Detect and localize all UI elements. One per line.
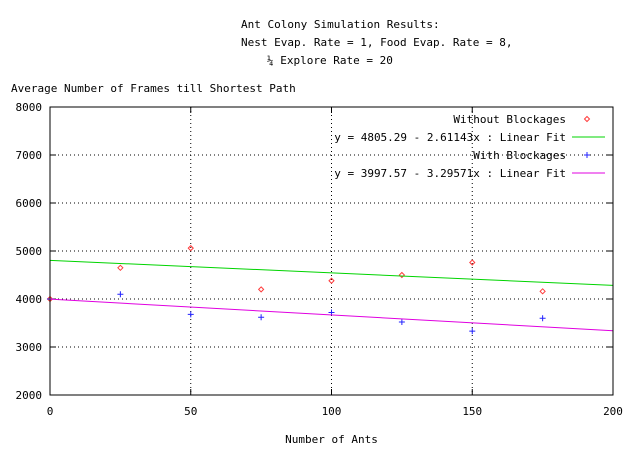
data-point (539, 315, 546, 322)
legend: Without Blockages y = 4805.29 - 2.61143x … (334, 113, 605, 180)
x-tick-label: 50 (184, 405, 197, 418)
y-tick-label: 4000 (16, 293, 43, 306)
fit-line (49, 259, 614, 286)
y-axis-label: Average Number of Frames till Shortest P… (11, 82, 296, 95)
series-3 (49, 298, 614, 332)
y-tick-label: 8000 (16, 101, 43, 114)
data-point (539, 288, 546, 295)
title-line: Ant Colony Simulation Results: (241, 18, 440, 31)
x-axis-label: Number of Ants (285, 433, 378, 446)
y-tick-label: 6000 (16, 197, 43, 210)
y-tick-label: 2000 (16, 389, 43, 402)
fit-line (49, 298, 614, 332)
data-point (398, 271, 406, 279)
x-tick-label: 200 (603, 405, 623, 418)
y-tick-label: 3000 (16, 341, 43, 354)
data-point (469, 259, 476, 266)
legend-label: y = 3997.57 - 3.29571x : Linear Fit (334, 167, 566, 180)
axis-ticks: 0 50 100 150 200 2000 3000 4000 5000 6000 7000 8000 (16, 101, 623, 418)
series-1 (49, 259, 614, 286)
plot-series (46, 244, 614, 335)
x-tick-label: 0 (47, 405, 54, 418)
x-tick-label: 100 (322, 405, 342, 418)
data-point (117, 291, 124, 298)
y-tick-label: 5000 (16, 245, 43, 258)
data-point (469, 328, 476, 335)
legend-label: y = 4805.29 - 2.61143x : Linear Fit (334, 131, 566, 144)
y-tick-label: 7000 (16, 149, 43, 162)
series-0 (46, 244, 546, 303)
title-line: Nest Evap. Rate = 1, Food Evap. Rate = 8… (241, 36, 513, 49)
title-line: ¼ Explore Rate = 20 (267, 54, 393, 67)
data-point (398, 319, 405, 326)
x-tick-label: 150 (462, 405, 482, 418)
chart-title: Ant Colony Simulation Results: Nest Evap.… (241, 18, 513, 67)
data-point (328, 277, 335, 284)
data-point (187, 244, 194, 252)
data-point (257, 286, 265, 293)
legend-label: Without Blockages (453, 113, 566, 126)
data-point (117, 264, 124, 272)
data-point (187, 311, 194, 318)
legend-marker (583, 115, 591, 123)
plot-frame (49, 106, 614, 396)
legend-label: With Blockages (473, 149, 566, 162)
legend-marker (584, 152, 590, 158)
data-point (258, 314, 265, 321)
